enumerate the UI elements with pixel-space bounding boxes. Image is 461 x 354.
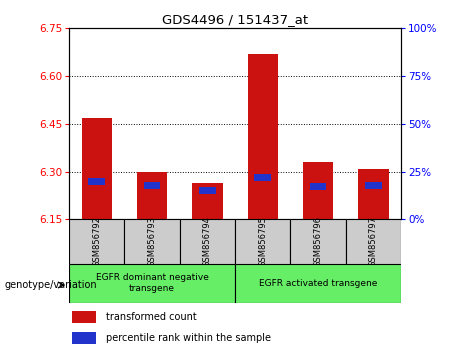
Title: GDS4496 / 151437_at: GDS4496 / 151437_at xyxy=(162,13,308,26)
Bar xyxy=(124,219,180,264)
Bar xyxy=(290,219,346,264)
Bar xyxy=(69,219,124,264)
Bar xyxy=(180,219,235,264)
Text: GSM856796: GSM856796 xyxy=(313,216,323,267)
Bar xyxy=(254,174,271,181)
Bar xyxy=(310,183,326,190)
Text: GSM856793: GSM856793 xyxy=(148,216,157,267)
Text: EGFR dominant negative
transgene: EGFR dominant negative transgene xyxy=(96,274,208,293)
Bar xyxy=(72,332,96,343)
Bar xyxy=(89,178,105,185)
Text: EGFR activated transgene: EGFR activated transgene xyxy=(259,279,377,288)
Text: GSM856792: GSM856792 xyxy=(92,216,101,267)
Bar xyxy=(346,219,401,264)
Text: GSM856797: GSM856797 xyxy=(369,216,378,267)
Text: genotype/variation: genotype/variation xyxy=(5,280,97,290)
Bar xyxy=(69,264,235,303)
Bar xyxy=(82,118,112,219)
Bar xyxy=(235,264,401,303)
Bar xyxy=(137,172,167,219)
Text: GSM856794: GSM856794 xyxy=(203,216,212,267)
Bar xyxy=(358,169,389,219)
Bar xyxy=(72,312,96,323)
Text: percentile rank within the sample: percentile rank within the sample xyxy=(106,333,271,343)
Text: GSM856795: GSM856795 xyxy=(258,216,267,267)
Text: transformed count: transformed count xyxy=(106,312,196,322)
Bar xyxy=(192,183,223,219)
Bar xyxy=(248,54,278,219)
Bar xyxy=(199,187,216,194)
Bar xyxy=(144,182,160,189)
Bar xyxy=(303,162,333,219)
Bar xyxy=(365,182,382,189)
Bar xyxy=(235,219,290,264)
